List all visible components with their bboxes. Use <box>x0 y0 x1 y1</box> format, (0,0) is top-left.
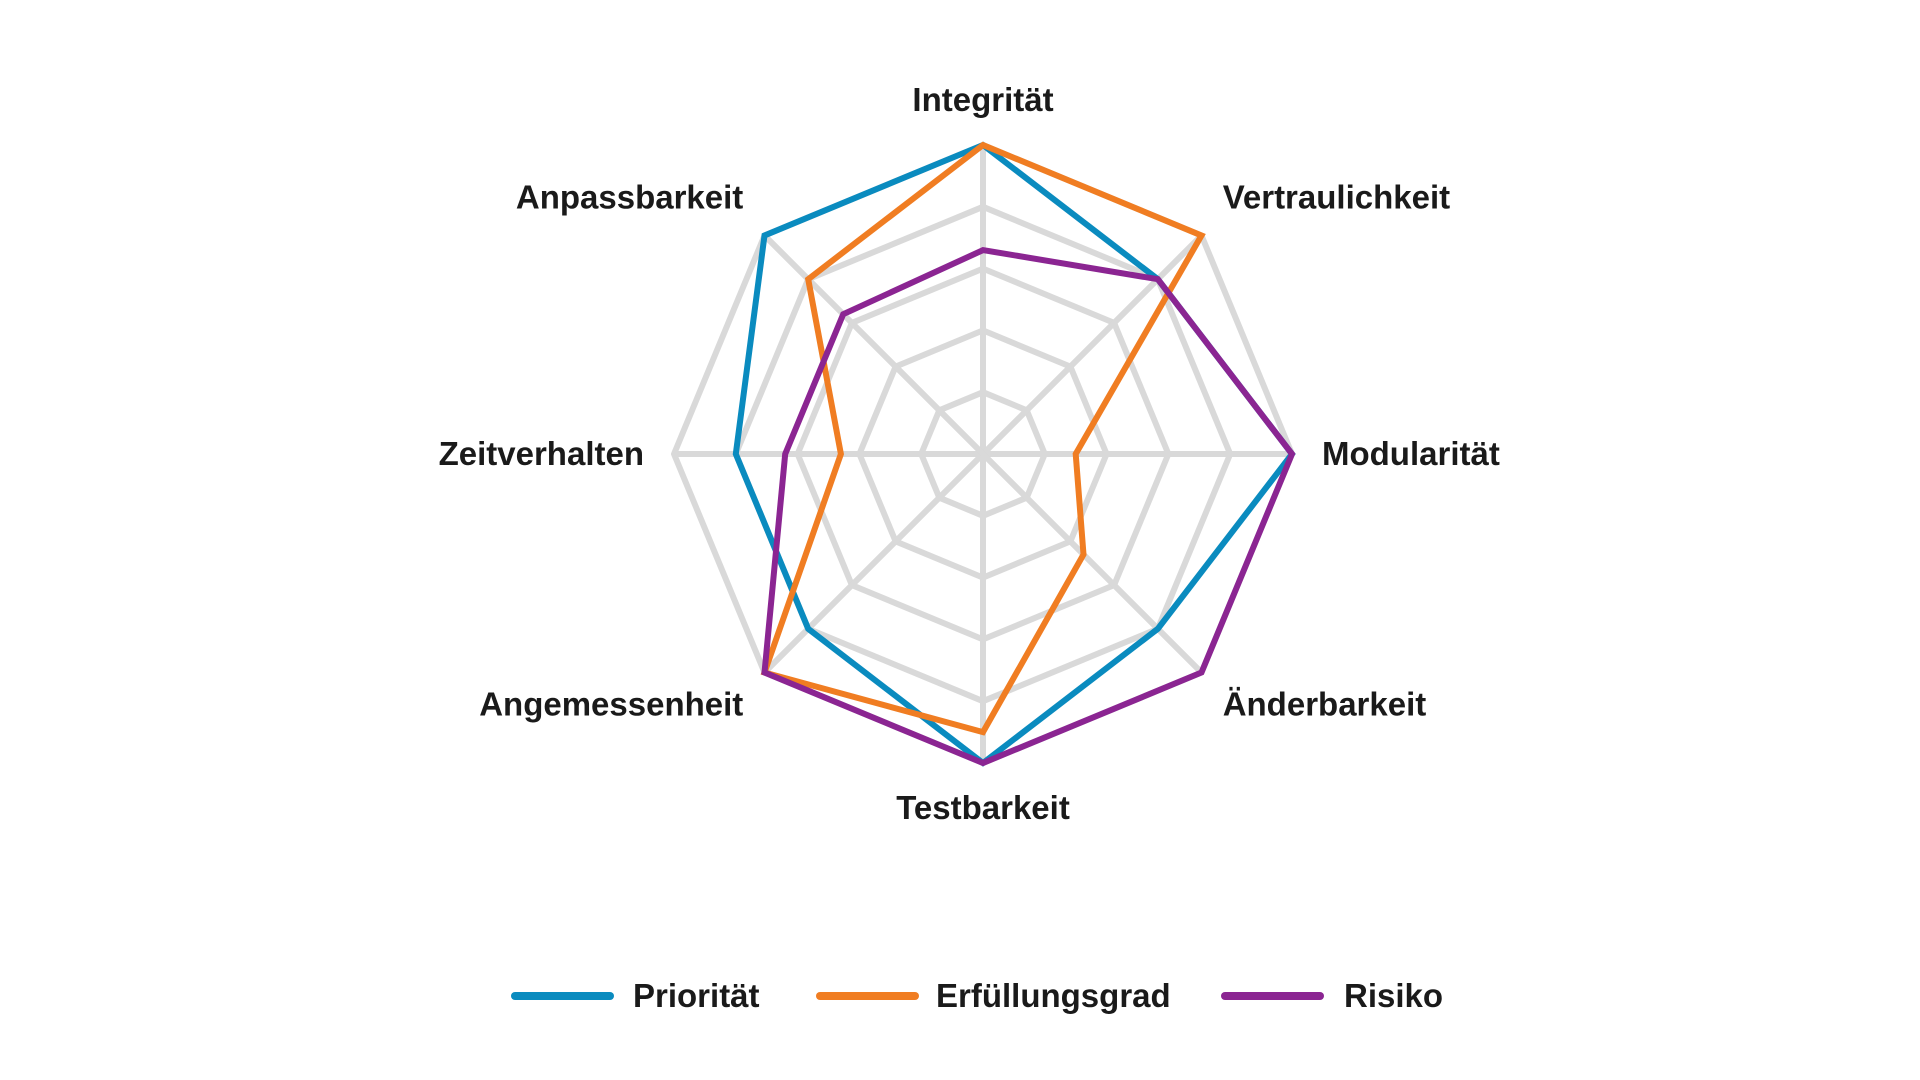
series-line-3 <box>761 246 1296 767</box>
legend: Priorität Erfüllungsgrad Risiko <box>511 977 1443 1014</box>
legend-label-3: Risiko <box>1344 977 1443 1014</box>
legend-label-1: Priorität <box>633 977 760 1014</box>
axis-label-7: Zeitverhalten <box>439 435 644 472</box>
grid-spoke-4 <box>980 451 1204 675</box>
axis-labels: Integrität Vertraulichkeit Modularität Ände… <box>439 81 1500 826</box>
axis-label-4: Änderbarkeit <box>1223 686 1427 723</box>
axis-label-3: Modularität <box>1322 435 1500 472</box>
axis-label-8: Anpassbarkeit <box>516 178 743 215</box>
legend-label-2: Erfüllungsgrad <box>936 977 1171 1014</box>
axis-label-2: Vertraulichkeit <box>1223 178 1450 215</box>
grid-spoke-2 <box>980 233 1204 457</box>
radar-series <box>732 141 1296 767</box>
axis-label-6: Angemessenheit <box>479 686 743 723</box>
axis-label-1: Integrität <box>912 81 1053 118</box>
axis-label-5: Testbarkeit <box>896 789 1070 826</box>
series-line-2 <box>760 141 1206 736</box>
grid-spoke-8 <box>762 233 986 457</box>
grid-spoke-6 <box>762 451 986 675</box>
